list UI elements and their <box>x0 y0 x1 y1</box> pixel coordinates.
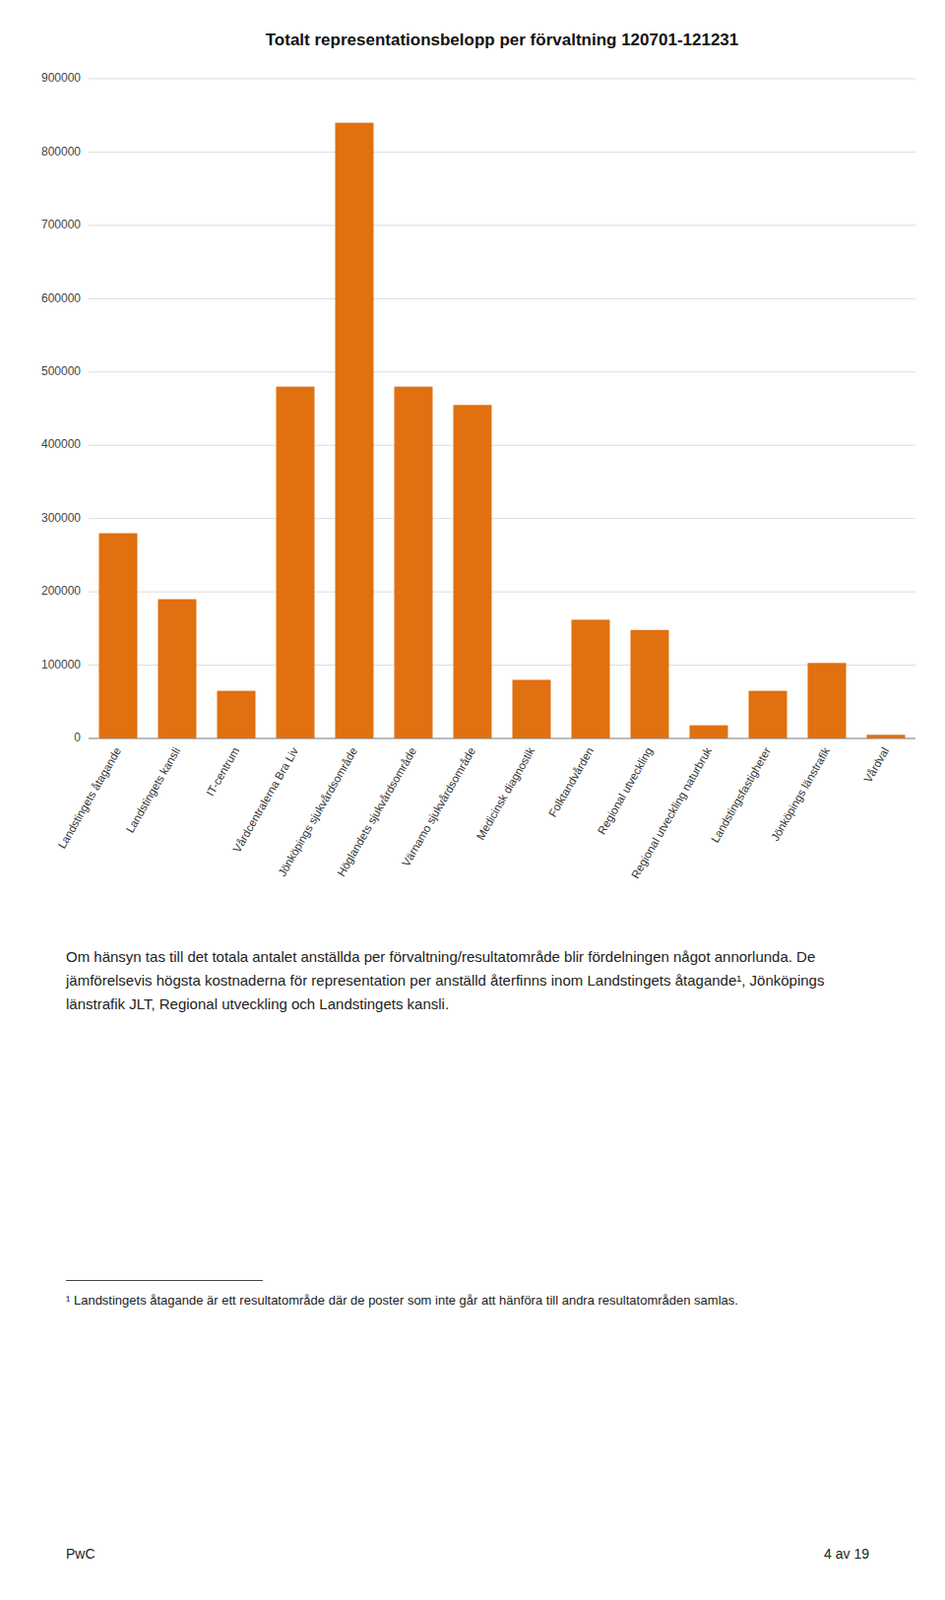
grid-line <box>88 371 916 373</box>
bar <box>690 725 729 739</box>
footer-left: PwC <box>65 1545 96 1562</box>
grid-line <box>88 298 916 300</box>
x-tick-label: IT-centrum <box>203 745 242 799</box>
page-number: 4 av 19 <box>823 1545 870 1562</box>
x-tick-label: Vårdcentralerna Bra Liv <box>230 745 301 855</box>
x-tick-label: Regional utveckling <box>595 745 655 836</box>
grid-line <box>88 517 916 519</box>
bar <box>335 123 375 739</box>
bar <box>217 691 256 739</box>
bar <box>453 404 493 739</box>
grid-line <box>88 664 916 666</box>
x-tick-label: Folktandvården <box>546 745 596 819</box>
bar <box>749 691 788 739</box>
chart-title: Totalt representationsbelopp per förvalt… <box>265 30 740 50</box>
bar <box>808 662 847 739</box>
x-tick-label: Värnamo sjukvårdsområde <box>399 745 478 869</box>
y-tick-label: 500000 <box>41 364 81 378</box>
x-tick-label: Landstingets åtagande <box>56 745 125 851</box>
x-axis-line <box>88 738 916 740</box>
bar <box>158 599 197 739</box>
bars <box>99 123 906 739</box>
grid-line <box>88 444 916 446</box>
y-tick-label: 700000 <box>41 217 81 232</box>
bar <box>394 386 434 739</box>
y-axis: 0 100000 200000 300000 400000 500000 600000 700… <box>41 70 916 745</box>
grid-line <box>88 78 916 80</box>
grid-line <box>88 738 916 740</box>
y-tick-label: 900000 <box>41 70 81 85</box>
body-paragraph: Om hänsyn tas till det totala antalet an… <box>65 945 880 1016</box>
y-tick-label: 600000 <box>41 291 81 306</box>
x-tick-label: Jönköpings länstrafik <box>768 745 832 843</box>
grid-line <box>88 591 916 593</box>
grid-line <box>88 224 916 226</box>
y-tick-label: 100000 <box>41 657 81 672</box>
x-tick-label: Landstingets kansli <box>124 745 183 835</box>
x-tick-label: Vårdval <box>861 745 891 785</box>
x-axis: Landstingets åtagandeLandstingets kansli… <box>56 745 892 881</box>
y-tick-label: 400000 <box>41 437 81 451</box>
y-tick-label: 200000 <box>41 583 81 598</box>
bar <box>99 533 138 739</box>
chart: Totalt representationsbelopp per förvalt… <box>0 9 945 916</box>
bar <box>571 619 611 739</box>
x-tick-label: Landstingsfastigheter <box>708 745 773 845</box>
bar <box>867 734 906 739</box>
x-tick-label: Regional utveckling naturbruk <box>629 745 714 881</box>
y-tick-label: 800000 <box>41 144 81 159</box>
x-tick-label: Medicinsk diagnostik <box>474 745 538 842</box>
bar <box>276 386 315 739</box>
y-tick-label: 0 <box>73 730 81 745</box>
bar <box>512 679 552 739</box>
grid-line <box>88 151 916 153</box>
bar <box>630 630 670 739</box>
footnote: ¹ Landstingets åtagande är ett resultato… <box>65 1291 880 1311</box>
y-tick-label: 300000 <box>41 510 81 525</box>
footnote-rule <box>65 1279 263 1281</box>
